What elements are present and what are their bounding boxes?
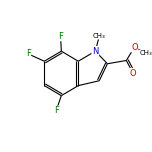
Text: F: F [54, 106, 59, 115]
Text: O: O [131, 43, 138, 52]
Text: F: F [26, 49, 31, 58]
Text: O: O [130, 69, 136, 78]
Text: CH₃: CH₃ [93, 33, 106, 39]
Text: F: F [58, 32, 63, 41]
Text: CH₃: CH₃ [139, 50, 152, 56]
Text: N: N [92, 47, 98, 56]
